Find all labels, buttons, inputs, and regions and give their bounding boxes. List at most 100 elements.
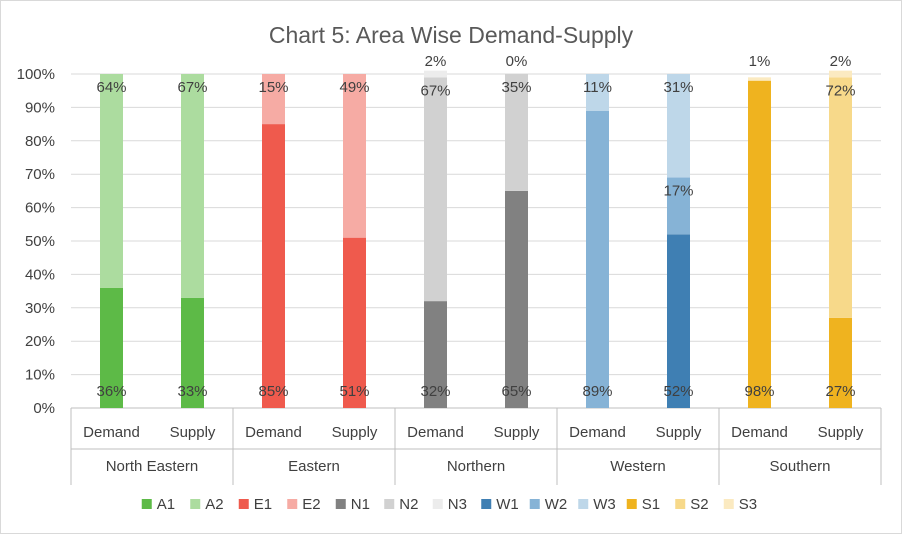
legend-label: A2: [205, 496, 223, 513]
bar-segment-e2: [262, 74, 285, 125]
bar-segment-a1: [181, 297, 204, 408]
legend-swatch-w3: [578, 499, 589, 509]
bar-segment-w1: [667, 234, 690, 408]
data-label: 52%: [663, 383, 693, 400]
legend: A1 A2 E1 E2 N1 N2 N3 W1 W2 W3 S1 S2 S3: [141, 496, 757, 513]
legend-swatch-s2: [675, 499, 686, 509]
data-label: 67%: [420, 82, 450, 99]
y-tick-label: 80%: [25, 133, 55, 150]
bar-segment-s1: [748, 80, 771, 409]
bar-segment-n1: [424, 301, 447, 408]
legend-label: N2: [399, 496, 418, 513]
bar-segment-n1: [505, 190, 528, 408]
legend-swatch-n3: [432, 499, 443, 509]
bar-segment-w2: [667, 177, 690, 235]
legend-label: W3: [593, 496, 616, 513]
bar-segment-a2: [181, 74, 204, 298]
category-label: Demand: [245, 424, 302, 441]
data-label: 35%: [501, 79, 531, 96]
category-label: Demand: [407, 424, 464, 441]
legend-swatch-e1: [238, 499, 249, 509]
bar-segment-w3: [667, 74, 690, 178]
data-label: 1%: [749, 53, 771, 70]
data-labels: 36% 64% 33% 67% 85% 15% 51% 49% 32% 67% 2% 65% 35% 0%…: [96, 53, 855, 400]
group-label: Western: [610, 458, 666, 475]
data-label: 85%: [258, 383, 288, 400]
group-label: North Eastern: [106, 458, 199, 475]
group-label: Eastern: [288, 458, 340, 475]
legend-label: A1: [157, 496, 175, 513]
legend-swatch-w2: [529, 499, 540, 509]
legend-label: S3: [739, 496, 757, 513]
group-label: Northern: [447, 458, 505, 475]
legend-swatch-n2: [384, 499, 395, 509]
data-label: 67%: [177, 79, 207, 96]
data-label: 27%: [825, 383, 855, 400]
legend-label: W1: [496, 496, 519, 513]
bar-segment-s3: [829, 70, 852, 78]
y-tick-label: 60%: [25, 200, 55, 217]
legend-label: S1: [642, 496, 660, 513]
data-label: 89%: [582, 383, 612, 400]
bar-segment-a2: [100, 74, 123, 288]
y-axis-ticks: 0% 10% 20% 30% 40% 50% 60% 70% 80% 90% 100%: [17, 66, 55, 417]
data-label: 15%: [258, 79, 288, 96]
legend-label: E2: [302, 496, 320, 513]
bars: [100, 70, 852, 409]
legend-swatch-s1: [626, 499, 637, 509]
bar-segment-n2: [505, 74, 528, 191]
category-label: Demand: [83, 424, 140, 441]
category-label: Supply: [332, 424, 378, 441]
legend-swatch-e2: [287, 499, 298, 509]
y-tick-label: 20%: [25, 333, 55, 350]
data-label: 64%: [96, 79, 126, 96]
bar-segment-s1: [829, 317, 852, 408]
y-tick-label: 50%: [25, 233, 55, 250]
legend-swatch-s3: [723, 499, 734, 509]
data-label: 36%: [96, 383, 126, 400]
data-label: 2%: [830, 53, 852, 70]
y-tick-label: 70%: [25, 166, 55, 183]
category-label: Demand: [569, 424, 626, 441]
bar-segment-e1: [343, 237, 366, 408]
data-label: 31%: [663, 79, 693, 96]
data-label: 2%: [425, 53, 447, 70]
bar-segment-w3: [586, 74, 609, 111]
category-label: Supply: [494, 424, 540, 441]
x-axis: Demand Supply North Eastern Demand Supply Eas…: [70, 408, 882, 485]
legend-label: S2: [690, 496, 708, 513]
bar-segment-s3: [748, 77, 771, 81]
data-label: 65%: [501, 383, 531, 400]
legend-label: W2: [545, 496, 568, 513]
legend-label: E1: [254, 496, 272, 513]
category-label: Supply: [170, 424, 216, 441]
bar-segment-a1: [100, 287, 123, 408]
category-label: Supply: [656, 424, 702, 441]
data-label: 49%: [339, 79, 369, 96]
data-label: 72%: [825, 82, 855, 99]
y-tick-label: 0%: [33, 400, 55, 417]
data-label: 98%: [744, 383, 774, 400]
legend-swatch-a2: [190, 499, 201, 509]
bar-segment-s2: [829, 77, 852, 318]
data-label: 33%: [177, 383, 207, 400]
gridlines: [71, 73, 881, 409]
data-label: 17%: [663, 183, 693, 200]
y-tick-label: 90%: [25, 99, 55, 116]
chart-title: Chart 5: Area Wise Demand-Supply: [269, 22, 634, 48]
data-label: 0%: [506, 53, 528, 70]
y-tick-label: 10%: [25, 367, 55, 384]
legend-label: N3: [448, 496, 467, 513]
bar-segment-n2: [424, 77, 447, 302]
bar-segment-e2: [343, 74, 366, 238]
bar-segment-e1: [262, 124, 285, 408]
data-label: 51%: [339, 383, 369, 400]
data-label: 32%: [420, 383, 450, 400]
y-tick-label: 100%: [17, 66, 55, 83]
y-tick-label: 40%: [25, 266, 55, 283]
y-tick-label: 30%: [25, 300, 55, 317]
group-label: Southern: [770, 458, 831, 475]
category-label: Supply: [818, 424, 864, 441]
legend-swatch-n1: [335, 499, 346, 509]
